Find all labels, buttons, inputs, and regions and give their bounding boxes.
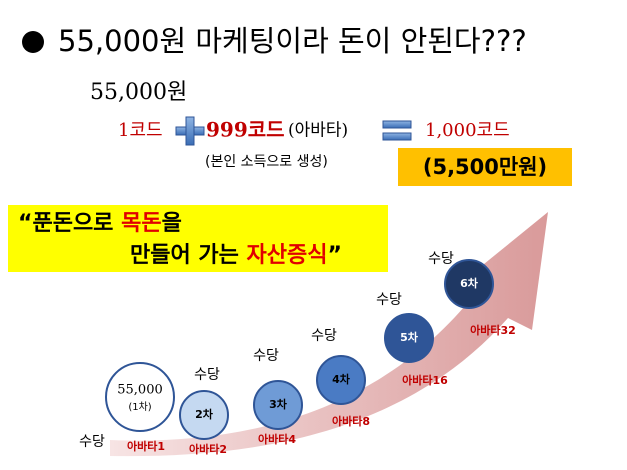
slogan-text: “푼돈으로 <box>18 211 121 236</box>
stage-sub: (1차) <box>128 401 151 413</box>
bonus-label: 수당 <box>79 434 105 450</box>
bonus-label: 수당 <box>194 367 220 383</box>
stage-label: 3차 <box>269 397 288 411</box>
total-box <box>398 148 572 186</box>
bonus-label: 수당 <box>253 348 279 364</box>
formula-result: 1,000코드 <box>425 120 510 141</box>
avatar-label: 아바타1 <box>127 439 165 453</box>
stage-circle <box>384 313 434 363</box>
bonus-label: 수당 <box>376 292 402 308</box>
stage-label: 4차 <box>332 372 351 386</box>
formula-term: 1코드 <box>118 120 163 141</box>
slogan-line: “푼돈으로 목돈을 <box>18 211 182 236</box>
bonus-label: 수당 <box>311 328 337 344</box>
avatar-label: 아바타2 <box>189 442 227 456</box>
stage-circle <box>316 355 366 405</box>
slogan-box <box>8 205 388 272</box>
stage-circle <box>105 362 175 432</box>
avatar-label: 아바타8 <box>332 414 370 428</box>
slogan-text: 만들어 가는 <box>130 243 247 268</box>
avatar-label: 아바타16 <box>402 373 448 387</box>
stage-circle <box>444 259 494 309</box>
stage-circle <box>253 380 303 430</box>
price: 55,000원 <box>90 80 187 105</box>
formula-note: (아바타) <box>288 121 348 141</box>
bonus-label: 수당 <box>428 251 454 267</box>
stage-circle <box>179 390 229 440</box>
slogan-highlight: 목돈 <box>121 211 161 236</box>
plus-icon <box>175 116 205 146</box>
stages: 55,000(1차)수당 아바타12차수당아바타23차수당아바타44차수당아바타8… <box>79 251 516 456</box>
growth-arrow <box>110 212 548 457</box>
bullet <box>22 31 44 53</box>
slogan-text: 을 <box>162 211 182 236</box>
slogan-text: ” <box>328 243 342 268</box>
stage-label: 2차 <box>195 407 214 421</box>
avatar-label: 아바타32 <box>470 323 516 337</box>
equals-icon <box>382 120 412 141</box>
stage-label: 5차 <box>400 330 419 344</box>
formula-term: 999코드 <box>206 118 285 142</box>
stage-label: 6차 <box>460 276 479 290</box>
note: (본인 소득으로 생성) <box>205 154 328 170</box>
slogan-line: 만들어 가는 자산증식” <box>130 243 342 268</box>
slogan-highlight: 자산증식 <box>247 243 328 268</box>
total: (5,500만원) <box>423 155 547 179</box>
avatar-label: 아바타4 <box>258 432 296 446</box>
title: 55,000원 마케팅이라 돈이 안된다??? <box>58 24 527 58</box>
stage-label: 55,000 <box>117 383 163 398</box>
